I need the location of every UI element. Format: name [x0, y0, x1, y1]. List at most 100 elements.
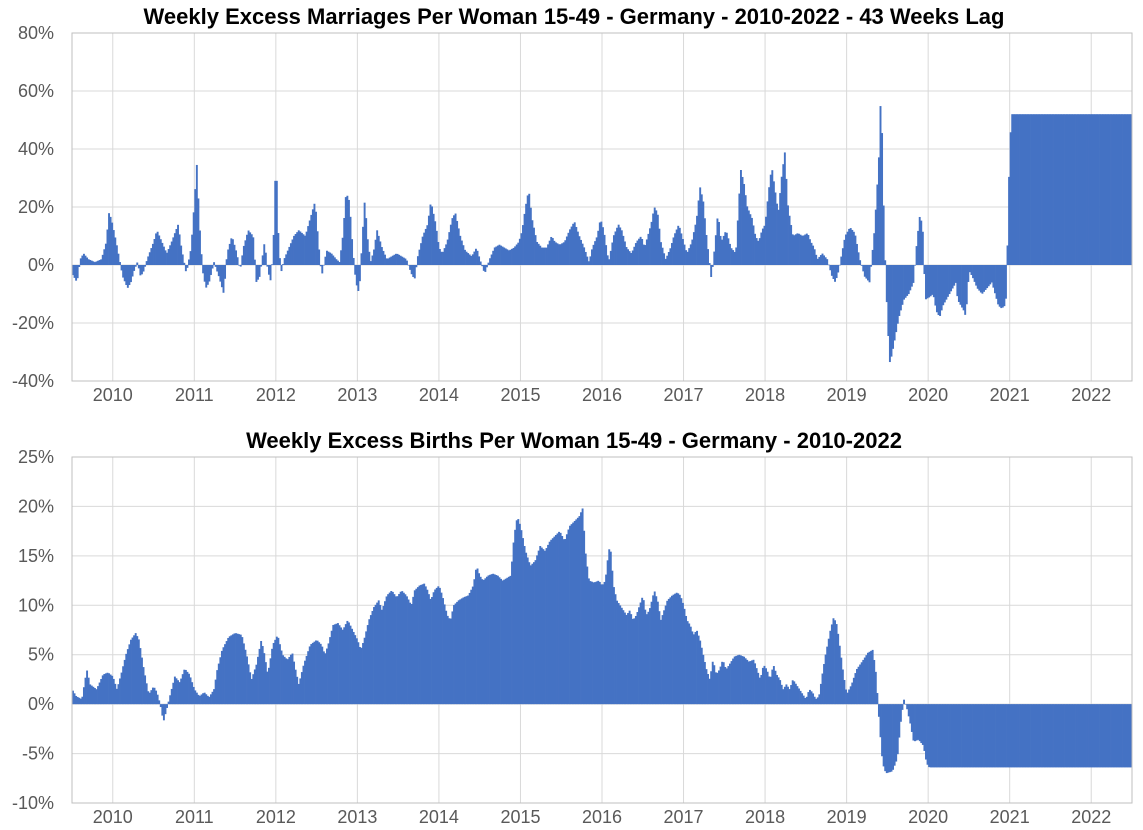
marriages-week-bar — [347, 199, 350, 265]
births-week-bar — [72, 690, 74, 705]
marriages-week-bar — [515, 244, 518, 265]
marriages-week-bar — [917, 230, 920, 265]
marriages-week-bar — [862, 265, 865, 272]
marriages-week-bar — [335, 259, 338, 265]
births-y-tick-label: -10% — [12, 793, 54, 813]
marriages-week-bar — [186, 265, 189, 268]
births-week-bar — [602, 584, 604, 705]
births-week-bar — [1064, 704, 1067, 768]
marriages-week-bar — [1014, 114, 1017, 265]
marriages-week-bar — [727, 238, 730, 265]
births-week-bar — [326, 648, 328, 705]
marriages-week-bar — [1113, 114, 1116, 265]
marriages-week-bar — [200, 254, 203, 265]
births-week-bar — [793, 681, 796, 705]
births-week-bar — [277, 637, 280, 705]
marriages-week-bar — [898, 265, 901, 316]
births-week-bar — [686, 621, 689, 705]
births-week-bar — [794, 683, 797, 705]
marriages-week-bar — [957, 265, 960, 302]
births-week-bar — [683, 608, 686, 705]
marriages-week-bar — [888, 265, 891, 363]
marriages-week-bar — [482, 265, 485, 271]
marriages-week-bar — [1063, 114, 1065, 265]
marriages-week-bar — [308, 220, 311, 265]
births-week-bar — [658, 611, 661, 705]
marriages-week-bar — [260, 265, 263, 267]
marriages-week-bar — [565, 236, 568, 265]
marriages-week-bar — [558, 244, 561, 265]
births-week-bar — [634, 615, 637, 705]
marriages-week-bar — [892, 265, 895, 349]
births-week-bar — [393, 594, 396, 705]
marriages-week-bar — [914, 265, 916, 266]
marriages-week-bar — [396, 253, 399, 265]
marriages-week-bar — [540, 247, 543, 265]
births-week-bar — [631, 618, 634, 705]
marriages-week-bar — [642, 244, 645, 265]
births-y-tick-label: 5% — [28, 645, 54, 665]
marriages-week-bar — [954, 265, 957, 283]
marriages-week-bar — [150, 248, 153, 265]
marriages-week-bar — [903, 265, 905, 300]
births-week-bar — [515, 520, 518, 705]
marriages-week-bar — [338, 262, 341, 265]
marriages-week-bar — [702, 201, 705, 265]
marriages-week-bar — [1019, 114, 1022, 265]
marriages-week-bar — [849, 228, 852, 265]
births-week-bar — [352, 631, 355, 705]
births-week-bar — [1097, 704, 1100, 768]
births-week-bar — [923, 704, 926, 751]
marriages-week-bar — [937, 265, 940, 316]
marriages-week-bar — [1075, 114, 1078, 265]
births-week-bar — [90, 685, 93, 705]
marriages-week-bar — [487, 262, 490, 265]
births-week-bar — [233, 633, 236, 705]
births-week-bar — [249, 672, 252, 705]
marriages-week-bar — [322, 265, 325, 266]
births-week-bar — [388, 592, 391, 705]
births-week-bar — [558, 531, 561, 705]
marriages-week-bar — [235, 250, 237, 265]
births-week-bar — [823, 664, 826, 705]
marriages-week-bar — [468, 254, 471, 265]
marriages-week-bar — [76, 265, 79, 279]
marriages-week-bar — [115, 245, 118, 265]
births-week-bar — [685, 615, 688, 705]
marriages-week-bar — [220, 265, 223, 288]
births-week-bar — [1001, 704, 1004, 768]
births-week-bar — [181, 674, 184, 705]
marriages-x-tick-label: 2022 — [1071, 385, 1111, 405]
marriages-week-bar — [589, 256, 592, 265]
marriages-week-bar — [1022, 114, 1025, 265]
marriages-week-bar — [409, 265, 412, 270]
marriages-week-bar — [539, 245, 542, 265]
marriages-week-bar — [907, 265, 910, 295]
marriages-week-bar — [827, 264, 830, 266]
marriages-week-bar — [550, 236, 553, 265]
births-week-bar — [848, 689, 851, 705]
marriages-week-bar — [1091, 114, 1094, 265]
marriages-week-bar — [1031, 114, 1034, 265]
births-week-bar — [1034, 704, 1037, 768]
marriages-week-bar — [529, 207, 532, 265]
marriages-week-bar — [302, 234, 305, 265]
births-week-bar — [250, 678, 253, 705]
marriages-week-bar — [595, 237, 598, 265]
births-week-bar — [145, 683, 148, 705]
births-week-bar — [957, 704, 960, 768]
births-week-bar — [293, 661, 296, 705]
marriages-week-bar — [1067, 114, 1070, 265]
marriages-week-bar — [173, 233, 176, 265]
births-week-bar — [584, 553, 587, 705]
births-week-bar — [948, 704, 951, 768]
births-week-bar — [446, 615, 449, 705]
births-week-bar — [575, 519, 578, 705]
marriages-week-bar — [332, 255, 335, 265]
marriages-week-bar — [583, 247, 586, 265]
births-week-bar — [807, 692, 810, 705]
marriages-week-bar — [253, 259, 256, 265]
marriages-week-bar — [457, 228, 460, 265]
births-week-bar — [1066, 704, 1069, 768]
marriages-week-bar — [545, 247, 548, 265]
